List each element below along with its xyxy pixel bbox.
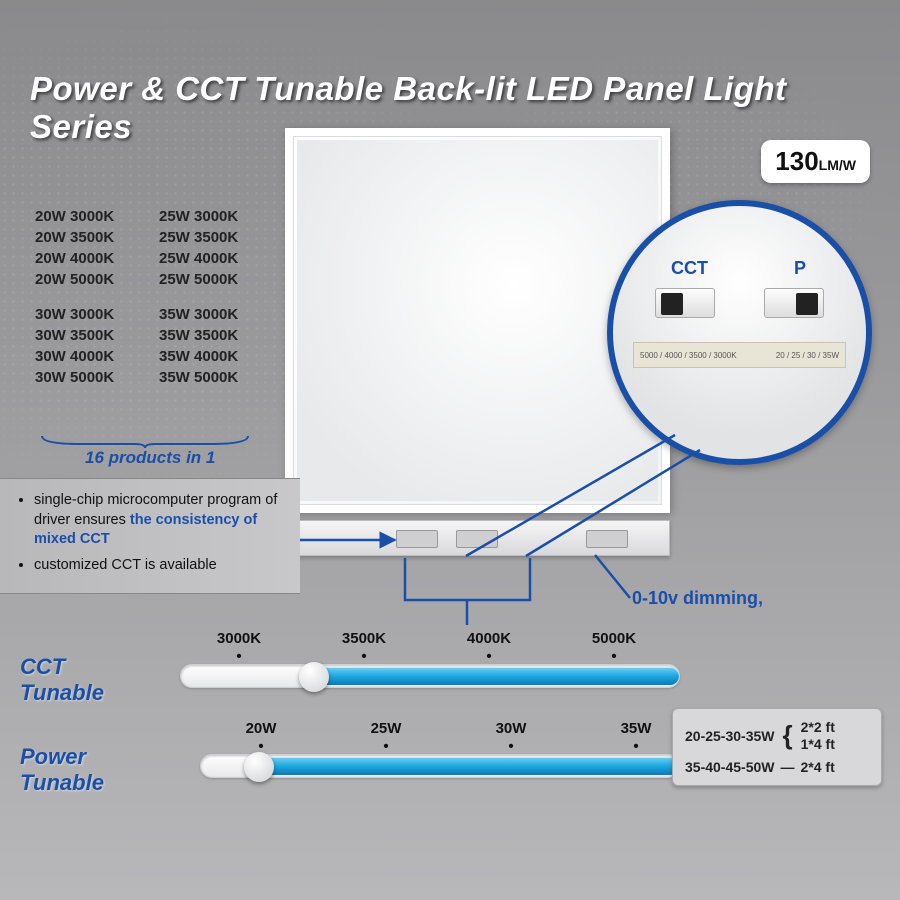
sku: 20W 5000K [35,271,145,288]
sku: 35W 3000K [159,306,269,323]
sku: 25W 4000K [159,250,269,267]
sku: 35W 3500K [159,327,269,344]
lmw-value: 130 [775,146,818,176]
sku-list: 20W 3000K 25W 3000K 20W 3500K 25W 3500K 20… [35,208,269,386]
power-slider-label: Power Tunable [20,744,104,796]
cct-slider-label: CCT Tunable [20,654,104,706]
spec-row: 35-40-45-50W — 2*4 ft [685,759,869,775]
power-knob[interactable] [244,752,274,782]
tick: 35W [620,720,652,737]
cct-switch [655,288,715,318]
sku: 30W 3000K [35,306,145,323]
brace-icon [40,434,250,448]
sku: 35W 4000K [159,348,269,365]
tick: 4000K [465,630,513,647]
dimming-label: 0-10v dimming, [632,588,763,609]
brace-icon: { [783,728,793,744]
detail-strip: 5000 / 4000 / 3500 / 3000K 20 / 25 / 30 … [633,342,846,368]
spec-size: 1*4 ft [801,736,835,753]
lmw-badge: 130LM/W [761,140,870,183]
strip-cct: 5000 / 4000 / 3500 / 3000K [640,351,737,360]
tick: 20W [245,720,277,737]
sku: 25W 5000K [159,271,269,288]
power-track[interactable] [200,754,680,778]
tick: 30W [495,720,527,737]
cct-fill [311,667,679,685]
power-fill [256,757,679,775]
bullet-item: single-chip microcomputer program of dri… [34,491,282,550]
feature-bullets: single-chip microcomputer program of dri… [0,478,300,594]
spec-wattage: 20-25-30-35W [685,728,775,744]
detail-p-label: P [794,258,806,279]
sku: 30W 3500K [35,327,145,344]
sku: 20W 3000K [35,208,145,225]
tick: 3500K [340,630,388,647]
lmw-unit: LM/W [819,157,856,173]
spec-row: 20-25-30-35W { 2*2 ft 1*4 ft [685,719,869,753]
cct-knob[interactable] [299,662,329,692]
sku: 35W 5000K [159,369,269,386]
spec-size: 2*2 ft [801,719,835,736]
sku: 25W 3500K [159,229,269,246]
spec-size: 2*4 ft [801,759,835,775]
sku: 20W 3500K [35,229,145,246]
sku: 30W 4000K [35,348,145,365]
bullet-item: customized CCT is available [34,556,282,576]
sku: 25W 3000K [159,208,269,225]
strip-p: 20 / 25 / 30 / 35W [776,351,839,360]
sku: 20W 4000K [35,250,145,267]
spec-wattage: 35-40-45-50W [685,759,775,775]
spec-box: 20-25-30-35W { 2*2 ft 1*4 ft 35-40-45-50… [672,708,882,786]
tick: 25W [370,720,402,737]
driver-bar [285,520,670,556]
sku: 30W 5000K [35,369,145,386]
power-switch [764,288,824,318]
tick: 3000K [215,630,263,647]
detail-callout: CCT P .detail .switch:nth-of-type(1)::af… [607,200,872,465]
sku-caption: 16 products in 1 [85,448,215,468]
cct-track[interactable] [180,664,680,688]
tick: 5000K [590,630,638,647]
dash: — [781,759,795,775]
detail-cct-label: CCT [671,258,708,279]
